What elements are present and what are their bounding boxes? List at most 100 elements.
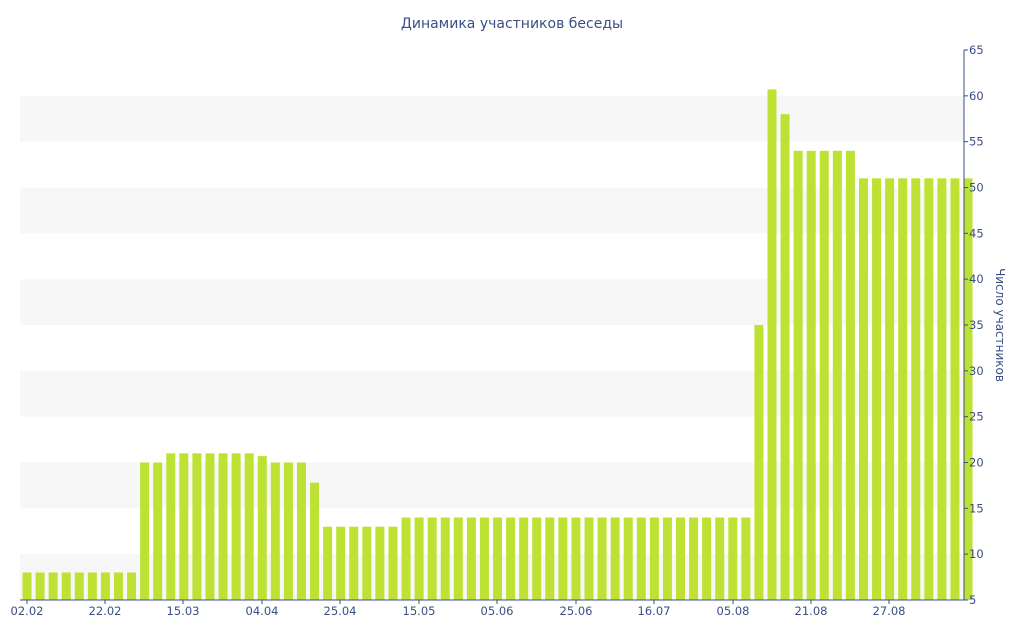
bar [689,517,699,600]
y-tick-label: 30 [969,364,984,378]
bar [741,517,751,600]
y-tick-label: 15 [969,501,984,515]
bar [780,114,790,601]
x-tick-label: 25.04 [324,604,357,618]
bar [140,462,150,600]
x-tick-label: 05.06 [481,604,514,618]
bars-group [22,89,973,601]
bar [362,526,372,600]
bar [270,462,280,600]
y-axis-label: Число участников [993,268,1007,382]
bar [545,517,555,600]
x-tick-label: 04.04 [246,604,279,618]
bar [649,517,659,600]
bar [793,150,803,600]
bar [113,572,123,600]
bar [74,572,84,600]
x-tick-label: 16.07 [638,604,671,618]
grid-band [20,95,964,142]
bar [153,462,163,600]
bar [218,453,228,600]
bar [845,150,855,600]
y-axis-ticks: 5 10 15 20 25 30 35 40 45 50 55 60 65 [964,43,984,607]
x-tick-label: 05.08 [717,604,750,618]
bar [192,453,202,600]
y-tick-label: 45 [969,226,984,240]
bar [87,572,97,600]
bar [296,462,306,600]
bar [100,572,110,600]
bar [767,89,777,601]
bar [127,572,137,600]
bar [166,453,176,600]
bar [257,456,267,600]
y-tick-label: 65 [969,43,984,57]
y-tick-label: 5 [969,593,976,607]
x-tick-label: 21.08 [795,604,828,618]
bar [414,517,424,600]
bar [440,517,450,600]
bar [597,517,607,600]
grid-band [20,370,964,417]
bar [676,517,685,600]
bar [728,517,738,600]
bar [231,453,241,600]
bar [323,526,333,600]
x-tick-label: 15.03 [167,604,200,618]
bar [662,517,672,600]
bar [506,517,516,600]
bar [623,517,633,600]
bar [558,517,568,600]
bar [950,178,960,600]
chart-title: Динамика участников беседы [401,16,623,32]
bar [715,517,725,600]
bar [937,178,947,600]
bar [519,517,529,600]
bar [924,178,934,600]
x-tick-label: 27.08 [873,604,906,618]
bar [571,517,581,600]
y-tick-label: 50 [969,181,984,195]
bar [832,150,842,600]
bar [479,517,489,600]
bar [806,150,816,600]
bar [388,526,398,600]
grid-band [20,187,964,234]
bar [636,517,646,600]
y-tick-label: 55 [969,135,984,149]
bar [858,178,868,600]
grid-band [20,279,964,325]
y-tick-label: 10 [969,547,984,561]
bar [885,178,895,600]
bar [61,572,71,600]
grid-bands [20,95,964,600]
y-tick-label: 60 [969,89,984,103]
bar [584,517,594,600]
x-tick-label: 25.06 [560,604,593,618]
bar [819,150,829,600]
bar [22,572,32,600]
y-tick-label: 25 [969,410,984,424]
bar [179,453,189,600]
bar [754,325,764,600]
y-tick-label: 35 [969,318,984,332]
bar [963,178,973,600]
y-tick-label: 40 [969,272,984,286]
bar [532,517,542,600]
x-tick-label: 15.05 [403,604,436,618]
bar [911,178,921,600]
bar [453,517,463,600]
bar [872,178,882,600]
bar [610,517,620,600]
bar [310,482,320,600]
x-tick-label: 22.02 [89,604,122,618]
bar [427,517,437,600]
bar [375,526,385,600]
x-tick-label: 02.02 [11,604,44,618]
bar [493,517,503,600]
bar [336,526,346,600]
bar [283,462,293,600]
x-axis-ticks: 02.02 22.02 15.03 04.04 25.04 15.05 05.06 25.06… [11,600,906,618]
bar [401,517,411,600]
